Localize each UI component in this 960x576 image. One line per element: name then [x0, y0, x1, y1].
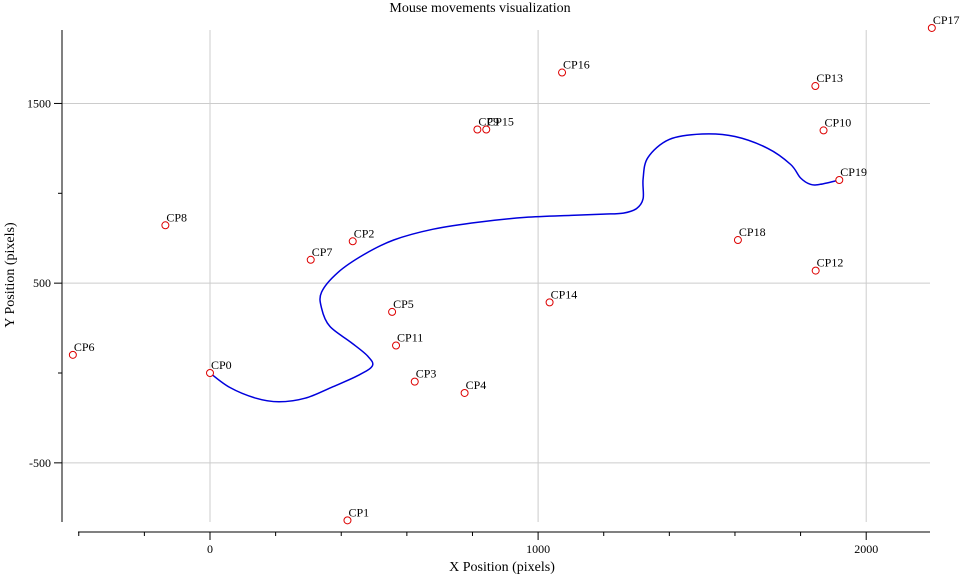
control-point: CP19 [835, 165, 867, 185]
control-point: CP13 [811, 71, 843, 91]
control-point: CP8 [161, 210, 187, 230]
control-point-marker [733, 236, 742, 245]
control-point: CP0 [206, 358, 232, 377]
x-tick-label: 1000 [526, 542, 550, 556]
ticks: 0 1000 2000 -500 500 1500 [27, 96, 878, 556]
control-point: CP5 [388, 297, 414, 316]
y-tick-label: -500 [29, 456, 51, 470]
control-point-marker [558, 68, 567, 77]
control-point: CP11 [392, 331, 423, 350]
control-point: CP10 [819, 115, 852, 135]
control-point-marker [348, 237, 357, 246]
control-point-marker [460, 388, 469, 397]
control-point-label: CP9 [478, 115, 499, 129]
control-point-label: CP15 [487, 115, 514, 129]
control-point-label: CP12 [817, 256, 844, 270]
control-point: CP9 [473, 115, 499, 134]
control-point: CP12 [811, 256, 844, 275]
control-point: CP2 [348, 226, 375, 246]
control-point-marker [343, 516, 352, 525]
control-point-label: CP1 [348, 505, 369, 519]
control-point-label: CP13 [816, 71, 843, 85]
control-point-label: CP14 [551, 287, 578, 301]
control-point-marker [482, 125, 491, 134]
grid [62, 30, 930, 522]
control-point-label: CP3 [416, 367, 437, 381]
control-point-marker [392, 341, 401, 350]
x-tick-label: 0 [207, 542, 213, 556]
control-point-label: CP11 [397, 331, 423, 345]
control-point-label: CP4 [466, 378, 487, 392]
control-point: CP15 [482, 115, 514, 134]
control-point: CP17 [927, 13, 960, 32]
control-points: CP0 CP1 CP2 CP3 CP4 CP5 CP6 CP7 CP8 CP9 CP10 CP11 CP… [68, 13, 960, 525]
control-point-label: CP18 [739, 225, 766, 239]
axes [61, 30, 930, 533]
control-point-marker [68, 350, 77, 359]
control-point-label: CP0 [211, 358, 232, 372]
control-point-label: CP16 [563, 58, 590, 72]
control-point-label: CP7 [312, 245, 333, 259]
control-point: CP18 [733, 225, 766, 245]
control-point: CP1 [343, 505, 369, 525]
control-point-marker [473, 125, 482, 134]
control-point: CP7 [306, 245, 333, 264]
control-point-marker [819, 126, 828, 135]
control-point-label: CP5 [393, 297, 414, 311]
control-point-marker [811, 266, 820, 275]
control-point-label: CP6 [74, 340, 95, 354]
control-point-marker [388, 307, 397, 316]
control-point-marker [306, 255, 315, 264]
y-tick-label: 500 [33, 276, 51, 290]
control-point-marker [811, 82, 820, 91]
mouse-path-line [209, 133, 840, 403]
control-point: CP3 [410, 367, 437, 386]
control-point-label: CP2 [354, 226, 375, 240]
control-point-label: CP19 [840, 165, 867, 179]
y-axis-label: Y Position (pixels) [3, 222, 18, 328]
control-point-marker [161, 221, 170, 230]
control-point-label: CP8 [166, 210, 187, 224]
control-point-label: CP17 [933, 13, 960, 27]
control-point: CP16 [558, 58, 590, 77]
x-axis-label: X Position (pixels) [449, 560, 555, 575]
control-point-marker [545, 298, 554, 307]
control-point-marker [206, 369, 214, 377]
control-point-label: CP10 [825, 115, 852, 129]
control-point-marker [410, 377, 419, 386]
chart-title: Mouse movements visualization [389, 1, 570, 16]
control-point: CP6 [68, 340, 95, 359]
y-tick-label: 1500 [27, 96, 51, 110]
control-point-marker [927, 23, 936, 32]
x-tick-label: 2000 [854, 542, 878, 556]
control-point: CP14 [545, 287, 578, 307]
control-point: CP4 [460, 378, 487, 397]
control-point-marker [835, 176, 844, 185]
